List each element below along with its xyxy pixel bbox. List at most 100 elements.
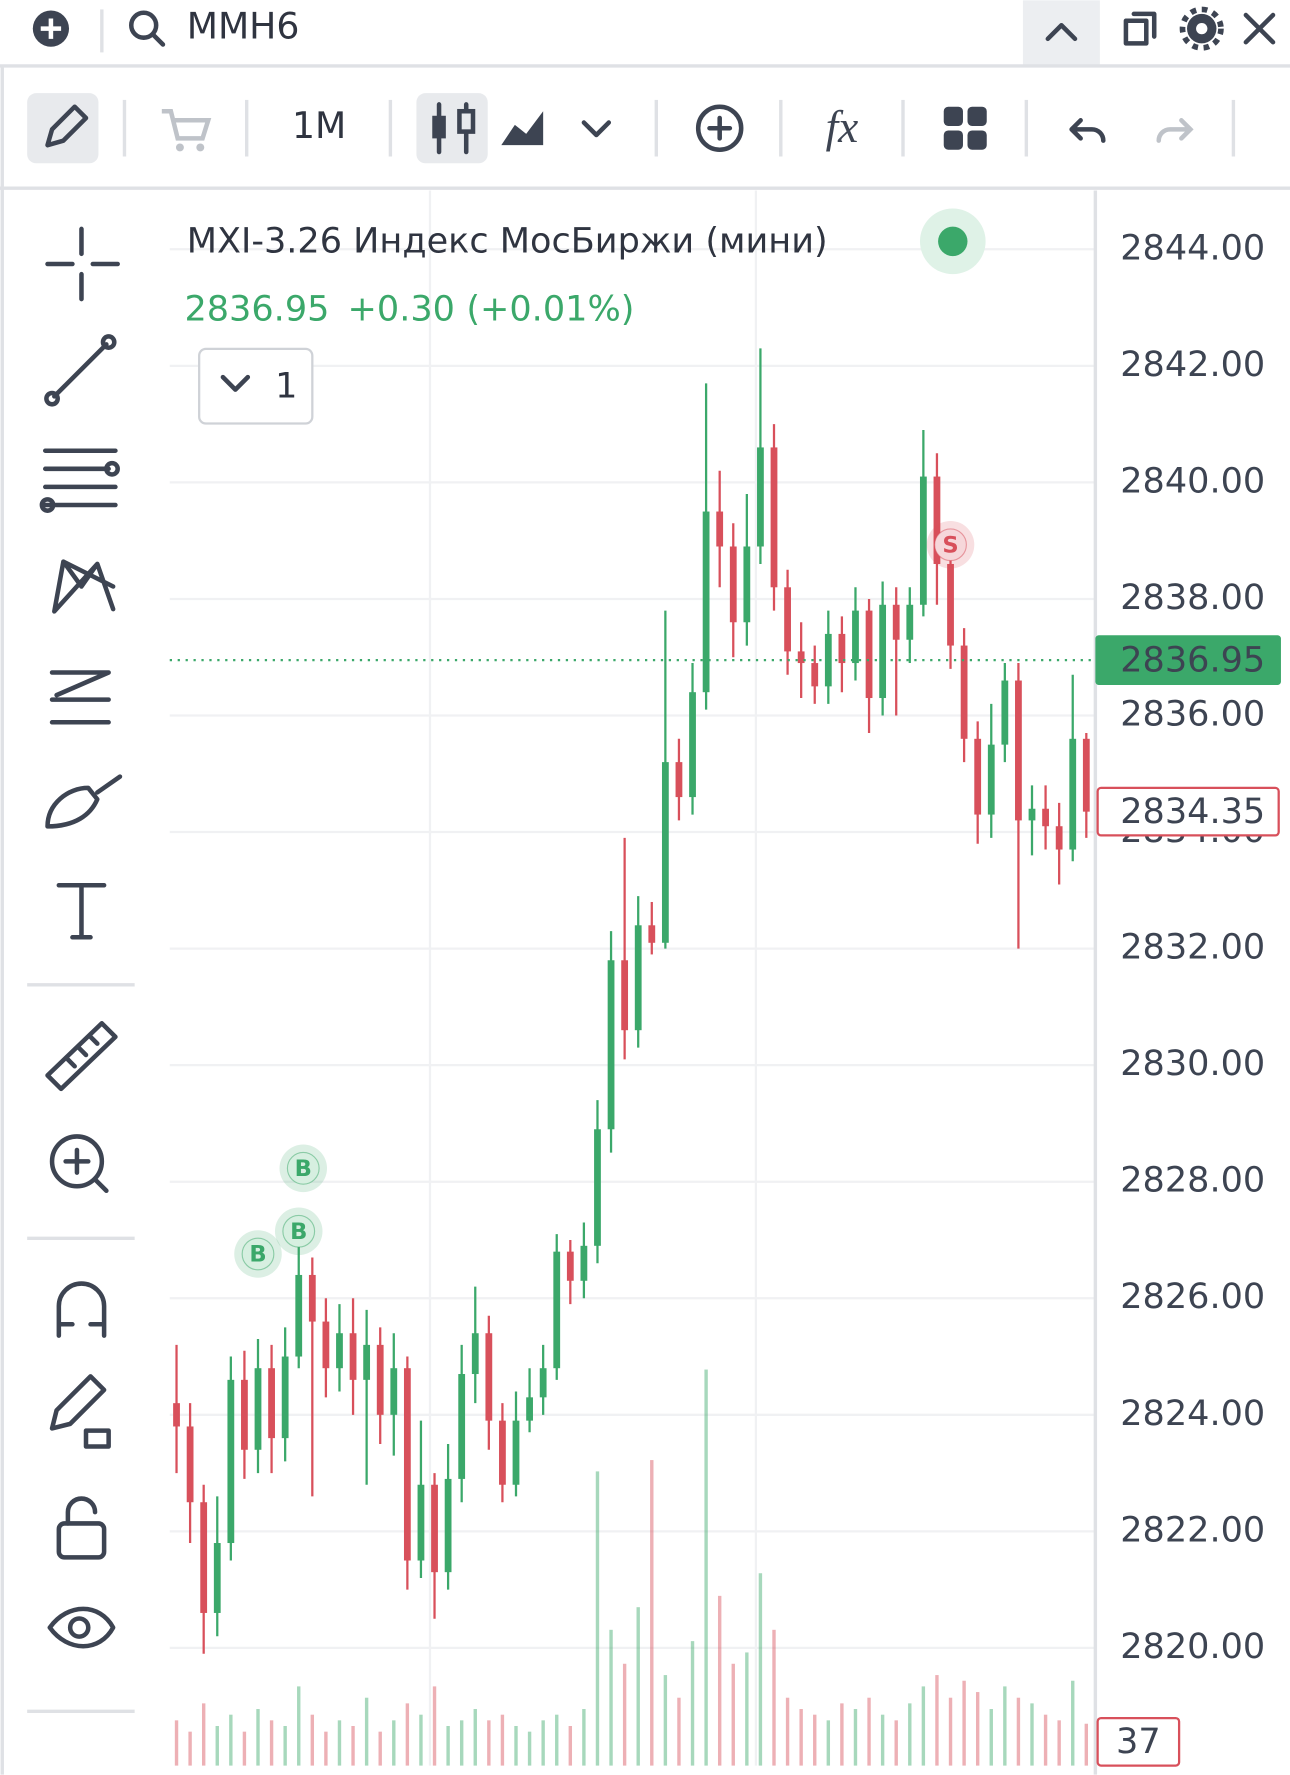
candle-body	[919, 476, 927, 605]
candle-body	[974, 738, 982, 815]
volume-bar	[853, 1709, 858, 1766]
fib-tool[interactable]	[43, 448, 118, 508]
trade-side: S	[942, 532, 958, 558]
volume-bar	[1071, 1680, 1075, 1766]
volume-bar	[826, 1720, 831, 1766]
candle-body	[566, 1251, 574, 1281]
volume-bar	[392, 1720, 396, 1766]
volume-bar	[582, 1709, 586, 1766]
candle-body	[213, 1543, 221, 1613]
quote-price: 2836.95	[184, 288, 329, 329]
volume-bar	[405, 1703, 410, 1766]
candle-body	[444, 1478, 452, 1573]
volume-bar	[446, 1726, 450, 1766]
volume-bar	[283, 1726, 287, 1766]
cart-button[interactable]	[161, 108, 212, 152]
candle-body	[254, 1368, 262, 1450]
candle-body	[987, 744, 995, 815]
candle-body	[281, 1356, 289, 1439]
indicators-toggle[interactable]	[198, 347, 314, 425]
chart-type-dropdown[interactable]	[581, 120, 612, 138]
y-tick-label: 2844.00	[1120, 227, 1265, 268]
unlock-tool[interactable]	[56, 1521, 107, 1560]
volume-bar	[908, 1703, 912, 1766]
lock-drawings-tool[interactable]	[49, 1374, 107, 1431]
windows-button[interactable]	[1123, 11, 1157, 46]
volume-bar	[840, 1703, 844, 1766]
settings-button[interactable]	[1179, 6, 1224, 51]
indicators-count: 1	[275, 365, 297, 406]
volume-bar	[745, 1652, 749, 1766]
area-type-button[interactable]	[501, 111, 544, 146]
channel-tool[interactable]	[49, 670, 111, 725]
trade-marker	[241, 1237, 275, 1271]
candle-body	[1042, 808, 1049, 827]
volume-bar	[813, 1714, 817, 1766]
candle-body	[512, 1420, 520, 1485]
volume-bar	[364, 1697, 369, 1766]
compare-button[interactable]	[695, 104, 744, 152]
search-text[interactable]: MMH6	[187, 5, 300, 48]
candle-body	[865, 610, 873, 699]
candle-body	[594, 1129, 601, 1246]
candle-body	[471, 1333, 479, 1375]
indicators-button[interactable]: fx	[826, 102, 859, 152]
y-tick-label: 2838.00	[1120, 577, 1265, 618]
volume-bar	[1016, 1697, 1021, 1766]
last-volume-label: 37	[1116, 1721, 1161, 1762]
magnet-tool[interactable]	[56, 1281, 107, 1338]
search-icon[interactable]	[129, 10, 166, 47]
add-button[interactable]	[32, 10, 70, 47]
volume-bar	[297, 1686, 301, 1766]
candle-body	[797, 651, 805, 664]
zoom-tool[interactable]	[49, 1134, 105, 1189]
volume-bar	[514, 1726, 518, 1766]
hide-tool[interactable]	[47, 1606, 116, 1649]
candle-body	[417, 1484, 425, 1561]
volume-bar	[595, 1471, 600, 1766]
candle-body	[485, 1333, 493, 1421]
volume-bar	[1003, 1686, 1007, 1766]
candle-body	[621, 960, 629, 1031]
volume-bar	[1057, 1720, 1061, 1766]
layout-button[interactable]	[943, 106, 987, 150]
redo-button[interactable]	[1156, 118, 1194, 143]
volume-bar	[622, 1663, 627, 1766]
draw-mode-button[interactable]	[27, 93, 99, 164]
volume-bar	[201, 1703, 206, 1766]
close-button[interactable]	[1243, 12, 1276, 45]
volume-bar	[568, 1726, 573, 1766]
candle-body	[960, 645, 968, 739]
interval-button[interactable]: 1M	[292, 104, 346, 147]
volume-bar	[975, 1692, 980, 1766]
candle-body	[743, 546, 751, 623]
candle-body	[403, 1368, 411, 1561]
candle-body	[173, 1403, 180, 1427]
candle-body	[186, 1426, 194, 1503]
candle-body	[1082, 738, 1090, 812]
grid	[169, 190, 1096, 1766]
candle-body	[322, 1321, 330, 1369]
candle-body	[947, 563, 954, 646]
text-tool[interactable]	[56, 882, 107, 940]
candle-body	[879, 604, 887, 699]
ruler-tool[interactable]	[45, 1021, 118, 1092]
candle-body	[675, 762, 683, 798]
volume-bar	[867, 1697, 871, 1766]
candle-type-button[interactable]	[416, 93, 488, 164]
crosshair-tool[interactable]	[45, 226, 120, 302]
volume-bar	[337, 1720, 342, 1766]
trend-line-tool[interactable]	[52, 342, 109, 399]
collapse-button[interactable]	[1022, 0, 1100, 66]
price-line-label: 2836.95	[1120, 639, 1265, 680]
undo-button[interactable]	[1069, 118, 1106, 143]
candle-body	[431, 1484, 438, 1573]
volume-bar	[894, 1720, 898, 1766]
volume-bar	[500, 1714, 505, 1766]
trade-marker	[286, 1151, 320, 1185]
candle-body	[811, 663, 819, 687]
pattern-tool[interactable]	[52, 559, 116, 614]
volume-bar	[459, 1720, 464, 1766]
brush-tool[interactable]	[45, 774, 123, 829]
